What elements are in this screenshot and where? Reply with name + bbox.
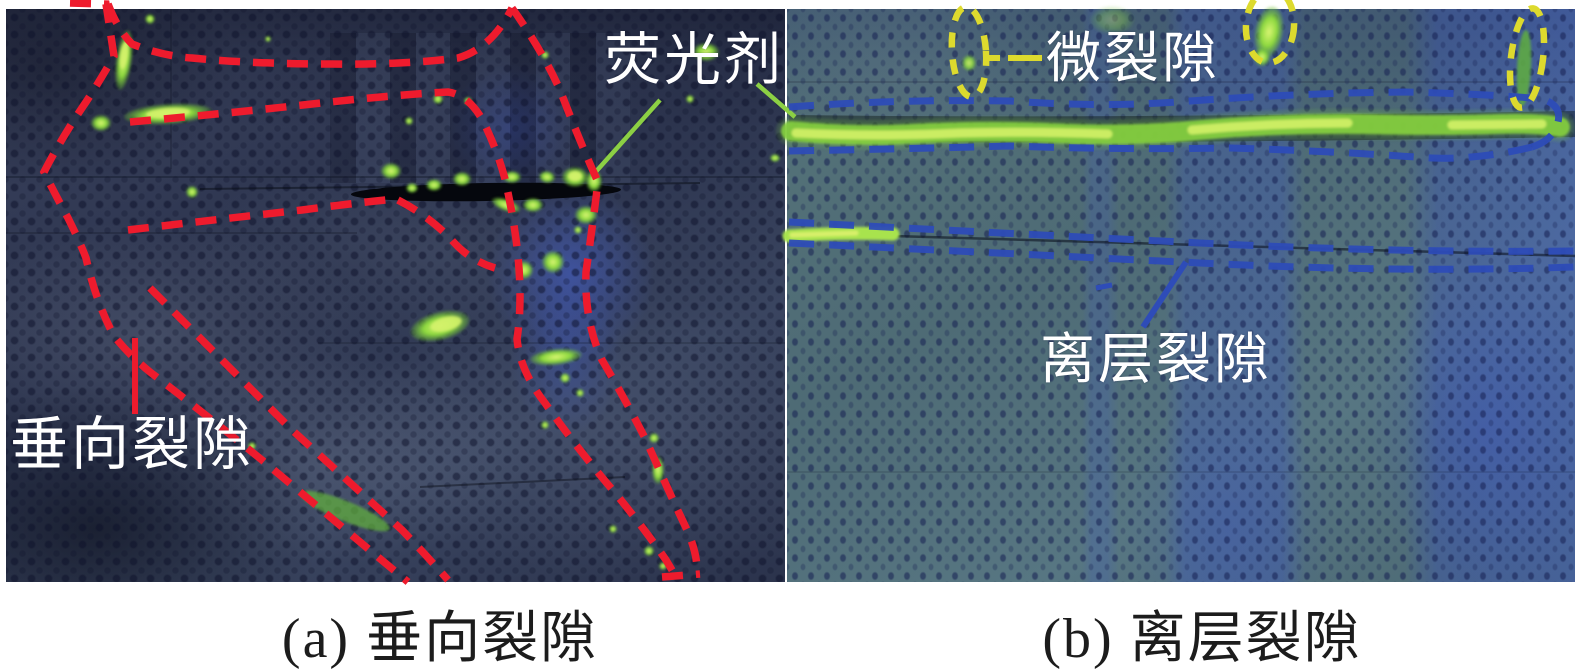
rock-texture-stripes [330, 33, 630, 183]
caption-panel-a: (a) 垂向裂隙 [281, 608, 599, 669]
label-micro-fracture: 微裂隙 [1046, 28, 1221, 89]
label-vertical-fracture: 垂向裂隙 [10, 412, 255, 477]
caption-panel-b: (b) 离层裂隙 [1042, 608, 1362, 669]
label-fluorescent-agent: 荧光剂 [604, 29, 784, 92]
photo-panel-delamination-fracture [787, 9, 1575, 582]
rock-seam [170, 9, 172, 169]
label-delamination-fracture: 离层裂隙 [1040, 329, 1273, 390]
rock-seam [787, 471, 1575, 473]
rock-seam [6, 176, 785, 178]
rock-seam [6, 232, 357, 234]
photo-panel-vertical-fracture [6, 9, 785, 582]
rock-seam [317, 342, 785, 344]
